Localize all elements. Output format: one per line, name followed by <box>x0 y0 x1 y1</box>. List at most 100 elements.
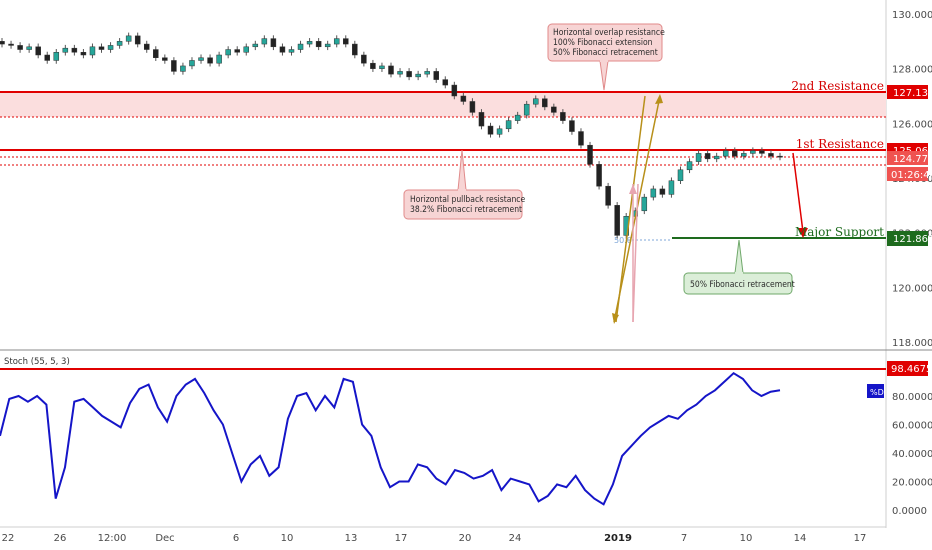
candle <box>741 153 747 157</box>
candle <box>451 84 458 97</box>
fib-extension-arrowhead-up <box>655 94 663 104</box>
candle <box>732 150 738 157</box>
price-tick-label: 126.000 <box>892 119 932 130</box>
candle <box>343 38 349 45</box>
candle <box>551 106 557 113</box>
second-resistance-label: 2nd Resistance <box>791 79 884 93</box>
candle <box>162 57 168 61</box>
time-tick-label: 22 <box>2 533 15 544</box>
fib-retrace-arrow <box>615 95 646 323</box>
candle <box>333 38 340 45</box>
candle <box>659 188 666 195</box>
time-tick-label: 10 <box>740 533 753 544</box>
candle <box>424 71 430 75</box>
time-tick-label: 7 <box>681 533 687 544</box>
candle <box>306 41 313 45</box>
candle <box>722 150 729 157</box>
pullback-resistance-callout: Horizontal pullback resistance 38.2% Fib… <box>403 149 526 220</box>
stoch-series-tag: %D <box>867 384 884 398</box>
candle <box>62 47 69 53</box>
stoch-tick-label: 40.0000 <box>892 449 932 460</box>
candle <box>677 169 684 181</box>
pink-arrow-right <box>632 183 639 323</box>
candle <box>605 185 611 206</box>
time-tick-label: 6 <box>233 533 239 544</box>
fib50-callout: 50% Fibonacci retracement <box>683 239 795 295</box>
first-resistance-label: 1st Resistance <box>796 137 884 151</box>
candle <box>107 45 114 50</box>
stoch-tick-label: 80.0000 <box>892 392 932 403</box>
last-price-tag: 124.770 <box>887 151 932 165</box>
price-tick-label: 130.000 <box>892 10 932 21</box>
pink-arrowhead <box>629 184 637 194</box>
countdown-value: 01:26:44 <box>891 170 932 181</box>
time-tick-label: 12:00 <box>98 533 127 544</box>
candle <box>560 112 566 121</box>
candlestick-series <box>0 32 783 239</box>
candle <box>695 153 702 162</box>
candle <box>225 49 231 56</box>
candle <box>578 131 584 146</box>
pullback-line-1: Horizontal pullback resistance <box>410 195 526 205</box>
candle <box>641 196 648 212</box>
major-support-value: 121.862 <box>893 234 932 245</box>
candle <box>370 62 376 69</box>
candle <box>777 155 783 158</box>
price-tick-label: 120.000 <box>892 283 932 294</box>
last-price-value: 124.770 <box>893 154 932 165</box>
candle <box>288 49 295 53</box>
candle <box>542 98 548 108</box>
candle <box>243 46 250 53</box>
candle <box>270 38 277 48</box>
candle <box>189 60 195 67</box>
candle <box>514 114 521 121</box>
candle <box>80 52 87 56</box>
candle <box>379 65 385 69</box>
candle <box>686 161 693 171</box>
time-tick-label: 2019 <box>604 533 632 544</box>
overlap-resistance-callout: Horizontal overlap resistance 100% Fibon… <box>547 23 665 91</box>
price-tick-label: 118.000 <box>892 338 932 349</box>
overlap-line-1: Horizontal overlap resistance <box>553 28 665 38</box>
price-tick-label: 128.000 <box>892 65 932 76</box>
projection-arrow <box>792 152 804 233</box>
time-tick-label: 26 <box>54 533 67 544</box>
stoch-level-tag: 98.4675 <box>887 361 932 376</box>
candle <box>487 125 494 135</box>
candle <box>207 57 213 64</box>
time-tick-label: 20 <box>459 533 472 544</box>
candle <box>261 38 268 45</box>
candle <box>143 43 150 50</box>
fib-level-label: 50.0 <box>614 236 632 245</box>
time-tick-label: Dec <box>155 533 174 544</box>
candle <box>98 46 105 50</box>
candle <box>704 153 711 160</box>
candle <box>234 49 240 53</box>
candle <box>315 41 322 48</box>
candle <box>361 54 367 64</box>
countdown-tag: 01:26:44 <box>887 167 932 181</box>
candle <box>532 98 539 105</box>
major-support-label: Major Support <box>795 225 884 239</box>
candle <box>17 45 23 50</box>
candle <box>0 41 5 45</box>
candle <box>469 101 476 113</box>
candle <box>650 188 657 198</box>
candle <box>442 79 449 86</box>
candle <box>324 43 331 48</box>
candle <box>297 43 304 50</box>
candle <box>496 128 503 135</box>
candle <box>71 47 78 53</box>
stoch-series-name: %D <box>870 388 884 397</box>
time-tick-label: 13 <box>345 533 358 544</box>
projection-arrowhead <box>798 228 808 238</box>
second-resistance-value: 127.135 <box>893 88 932 99</box>
candle <box>180 65 186 72</box>
overlap-line-2: 100% Fibonacci extension <box>553 38 653 48</box>
major-support-tag: 121.862 <box>887 231 932 246</box>
candle <box>433 71 439 80</box>
time-axis: 22 26 12:00 Dec 6 10 13 17 20 24 2019 7 10 14 17 <box>2 533 867 544</box>
candle <box>505 120 512 130</box>
time-tick-label: 17 <box>854 533 867 544</box>
